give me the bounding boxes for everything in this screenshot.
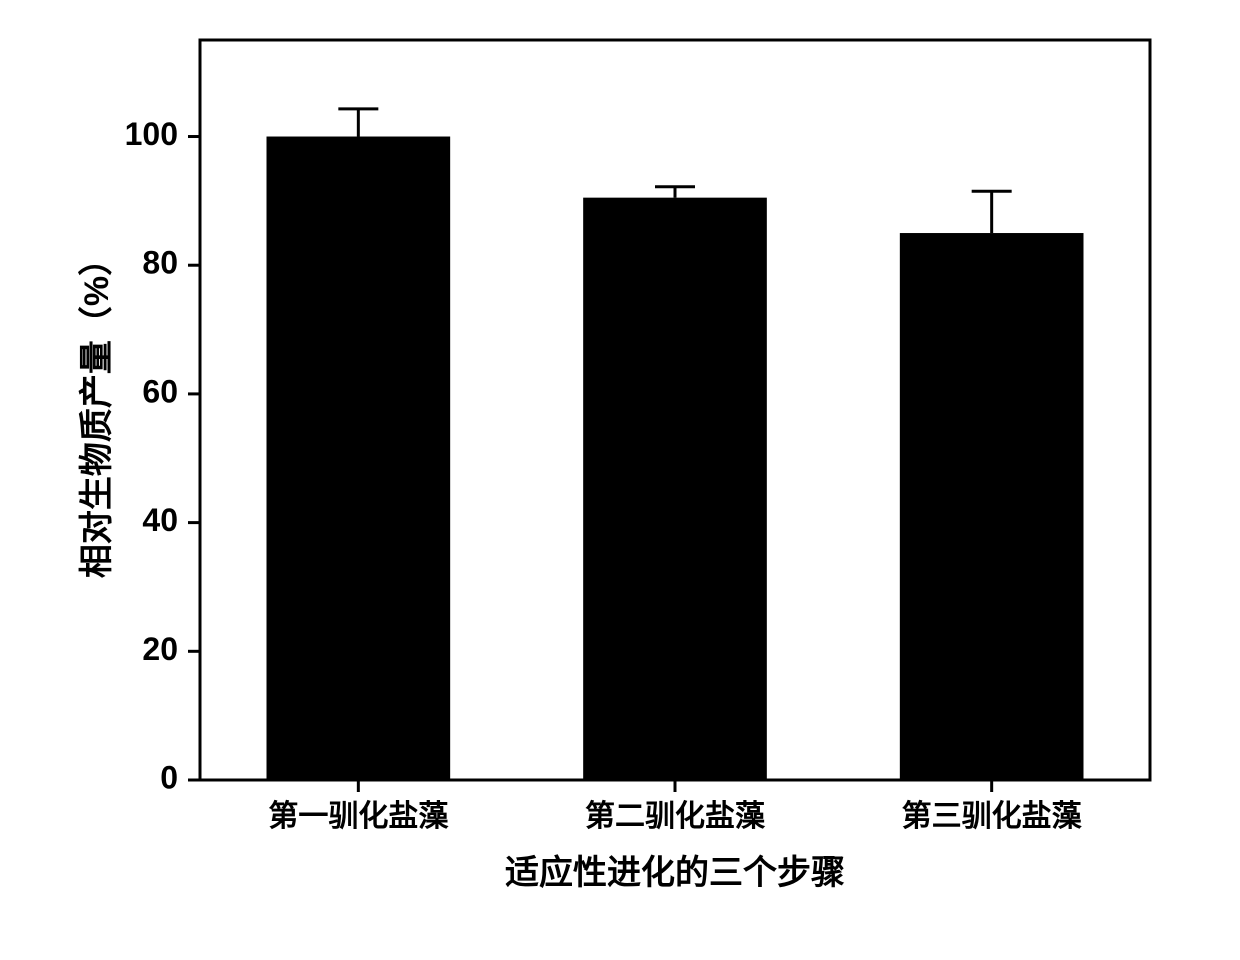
bar <box>900 233 1084 780</box>
bar <box>267 137 451 780</box>
y-tick-label: 60 <box>142 373 178 409</box>
y-tick-label: 40 <box>142 502 178 538</box>
x-category-label: 第二驯化盐藻 <box>585 799 766 833</box>
y-tick-label: 80 <box>142 245 178 281</box>
y-tick-label: 0 <box>160 759 178 795</box>
bar-chart: 0 20 40 60 80 100 第一驯化盐藻 第二驯化盐藻 第三驯化盐藻 相对生物质产量（%）… <box>50 20 1190 940</box>
x-axis-label: 适应性进化的三个步骤 <box>505 854 845 892</box>
chart-svg: 0 20 40 60 80 100 第一驯化盐藻 第二驯化盐藻 第三驯化盐藻 相对生物质产量（%）… <box>50 20 1190 940</box>
x-category-label: 第三驯化盐藻 <box>902 799 1083 833</box>
x-category-label: 第一驯化盐藻 <box>268 799 449 833</box>
y-tick-label: 20 <box>142 631 178 667</box>
y-tick-label: 100 <box>125 116 178 152</box>
y-axis-label: 相对生物质产量（%） <box>77 242 116 578</box>
bar <box>583 198 767 780</box>
